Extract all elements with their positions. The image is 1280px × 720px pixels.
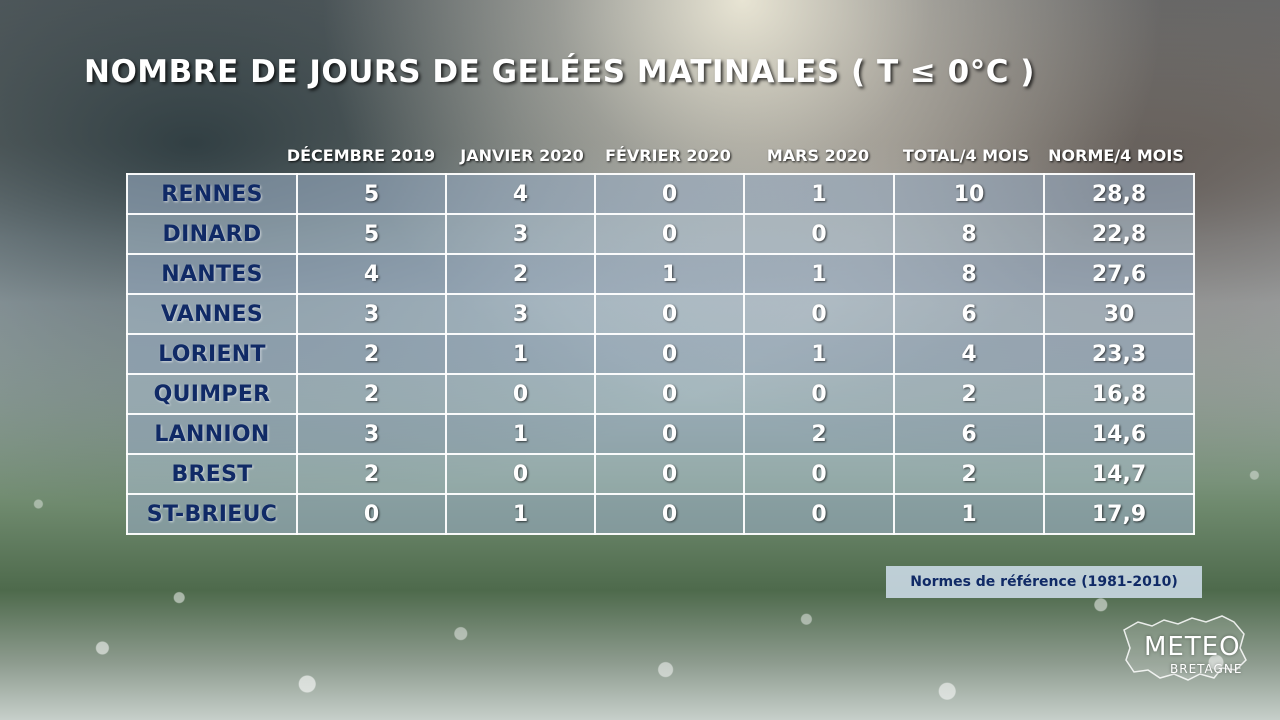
column-header-february: FÉVRIER 2020 [605, 146, 731, 165]
value-cell: 3 [445, 293, 596, 335]
value-cell: 1 [594, 253, 745, 295]
table-row: RENNES 5 4 0 1 10 28,8 [126, 173, 1195, 215]
table-row: ST-BRIEUC 0 1 0 0 1 17,9 [126, 493, 1195, 535]
value-cell: 0 [743, 493, 895, 535]
value-cell: 0 [445, 373, 596, 415]
value-cell: 0 [743, 293, 895, 335]
city-name-cell: VANNES [126, 293, 298, 335]
value-cell: 3 [296, 413, 447, 455]
value-cell: 6 [893, 413, 1045, 455]
value-cell: 0 [594, 333, 745, 375]
value-cell: 27,6 [1043, 253, 1195, 295]
city-name-cell: DINARD [126, 213, 298, 255]
value-cell: 1 [743, 173, 895, 215]
value-cell: 3 [445, 213, 596, 255]
value-cell: 5 [296, 173, 447, 215]
value-cell: 6 [893, 293, 1045, 335]
value-cell: 1 [893, 493, 1045, 535]
column-header-december: DÉCEMBRE 2019 [286, 146, 436, 165]
value-cell: 5 [296, 213, 447, 255]
value-cell: 8 [893, 253, 1045, 295]
value-cell: 0 [594, 213, 745, 255]
value-cell: 14,7 [1043, 453, 1195, 495]
city-name-cell: ST-BRIEUC [126, 493, 298, 535]
city-name-cell: NANTES [126, 253, 298, 295]
value-cell: 1 [743, 253, 895, 295]
value-cell: 14,6 [1043, 413, 1195, 455]
table-row: BREST 2 0 0 0 2 14,7 [126, 453, 1195, 495]
value-cell: 1 [743, 333, 895, 375]
value-cell: 4 [296, 253, 447, 295]
column-header-march: MARS 2020 [766, 146, 870, 165]
value-cell: 0 [445, 453, 596, 495]
value-cell: 16,8 [1043, 373, 1195, 415]
value-cell: 0 [594, 453, 745, 495]
city-name-cell: QUIMPER [126, 373, 298, 415]
reference-note: Normes de référence (1981-2010) [886, 566, 1202, 598]
value-cell: 10 [893, 173, 1045, 215]
value-cell: 0 [743, 453, 895, 495]
value-cell: 3 [296, 293, 447, 335]
brittany-map-icon [1123, 615, 1247, 681]
value-cell: 2 [743, 413, 895, 455]
city-name-cell: BREST [126, 453, 298, 495]
value-cell: 0 [594, 173, 745, 215]
value-cell: 2 [296, 453, 447, 495]
meteo-bretagne-logo: METEO BRETAGNE [1118, 608, 1258, 688]
column-headers: DÉCEMBRE 2019 JANVIER 2020 FÉVRIER 2020 … [275, 141, 1195, 171]
value-cell: 23,3 [1043, 333, 1195, 375]
value-cell: 2 [296, 373, 447, 415]
table-row: VANNES 3 3 0 0 6 30 [126, 293, 1195, 335]
value-cell: 8 [893, 213, 1045, 255]
table-row: QUIMPER 2 0 0 0 2 16,8 [126, 373, 1195, 415]
logo-text-bottom: BRETAGNE [1170, 662, 1243, 676]
city-name-cell: LORIENT [126, 333, 298, 375]
value-cell: 1 [445, 413, 596, 455]
value-cell: 1 [445, 333, 596, 375]
value-cell: 2 [445, 253, 596, 295]
value-cell: 0 [296, 493, 447, 535]
value-cell: 0 [743, 373, 895, 415]
page-title: NOMBRE DE JOURS DE GELÉES MATINALES ( T … [84, 54, 1035, 90]
table-row: DINARD 5 3 0 0 8 22,8 [126, 213, 1195, 255]
value-cell: 0 [594, 293, 745, 335]
table-row: LANNION 3 1 0 2 6 14,6 [126, 413, 1195, 455]
city-name-cell: RENNES [126, 173, 298, 215]
frost-days-table: RENNES 5 4 0 1 10 28,8 DINARD 5 3 0 0 8 22,8 NANTES 4 2 1… [126, 173, 1195, 535]
city-name-cell: LANNION [126, 413, 298, 455]
value-cell: 30 [1043, 293, 1195, 335]
column-header-total: TOTAL/4 MOIS [902, 146, 1030, 165]
column-header-norm: NORME/4 MOIS [1048, 146, 1184, 165]
value-cell: 0 [743, 213, 895, 255]
value-cell: 0 [594, 493, 745, 535]
value-cell: 0 [594, 373, 745, 415]
value-cell: 28,8 [1043, 173, 1195, 215]
value-cell: 4 [893, 333, 1045, 375]
value-cell: 2 [893, 453, 1045, 495]
value-cell: 0 [594, 413, 745, 455]
value-cell: 2 [296, 333, 447, 375]
value-cell: 1 [445, 493, 596, 535]
value-cell: 22,8 [1043, 213, 1195, 255]
value-cell: 17,9 [1043, 493, 1195, 535]
logo-text-top: METEO [1144, 632, 1241, 662]
table-row: LORIENT 2 1 0 1 4 23,3 [126, 333, 1195, 375]
column-header-january: JANVIER 2020 [460, 146, 584, 165]
table-row: NANTES 4 2 1 1 8 27,6 [126, 253, 1195, 295]
value-cell: 2 [893, 373, 1045, 415]
value-cell: 4 [445, 173, 596, 215]
